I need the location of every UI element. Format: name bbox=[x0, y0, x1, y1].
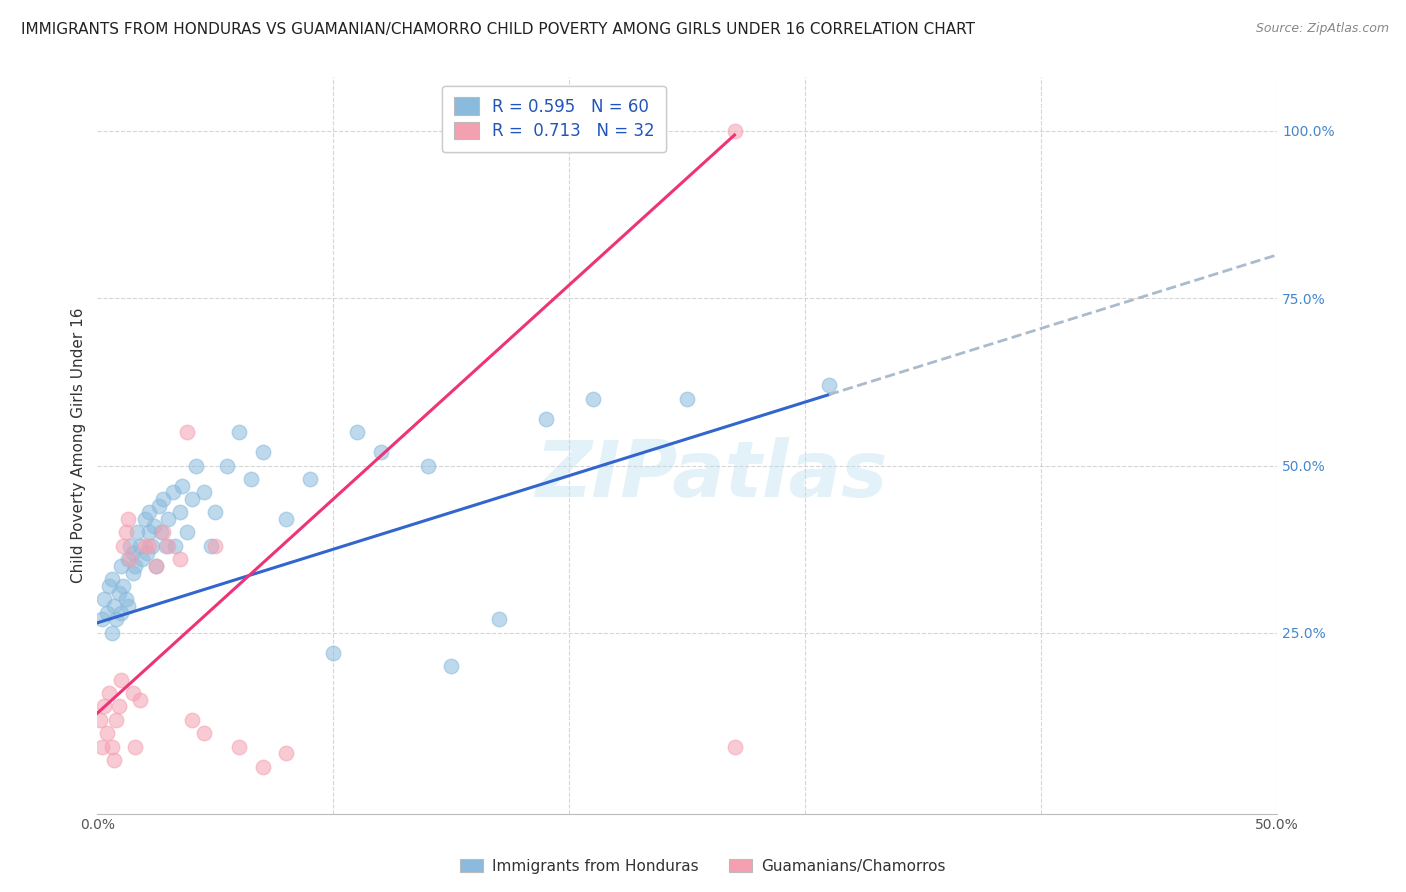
Point bbox=[114, 525, 136, 540]
Point bbox=[138, 539, 160, 553]
Point bbox=[93, 592, 115, 607]
Point bbox=[162, 485, 184, 500]
Point bbox=[128, 693, 150, 707]
Point bbox=[150, 525, 173, 540]
Point bbox=[143, 518, 166, 533]
Point bbox=[193, 485, 215, 500]
Point bbox=[114, 592, 136, 607]
Point bbox=[582, 392, 605, 406]
Point bbox=[176, 525, 198, 540]
Point bbox=[180, 713, 202, 727]
Point bbox=[676, 392, 699, 406]
Point bbox=[416, 458, 439, 473]
Point bbox=[98, 686, 121, 700]
Point bbox=[440, 659, 463, 673]
Point bbox=[107, 585, 129, 599]
Point bbox=[127, 525, 149, 540]
Point bbox=[186, 458, 208, 473]
Point bbox=[346, 425, 368, 439]
Point bbox=[110, 606, 132, 620]
Point bbox=[172, 478, 194, 492]
Point bbox=[112, 539, 135, 553]
Point bbox=[134, 512, 156, 526]
Point bbox=[134, 539, 156, 553]
Text: ZIPatlas: ZIPatlas bbox=[534, 437, 887, 513]
Point bbox=[148, 499, 170, 513]
Point bbox=[165, 539, 187, 553]
Point bbox=[200, 539, 222, 553]
Point bbox=[276, 512, 298, 526]
Point bbox=[128, 539, 150, 553]
Point bbox=[534, 411, 557, 425]
Point bbox=[228, 425, 250, 439]
Point bbox=[217, 458, 239, 473]
Point bbox=[152, 491, 174, 506]
Point bbox=[138, 525, 160, 540]
Point bbox=[112, 579, 135, 593]
Point bbox=[488, 612, 510, 626]
Point bbox=[124, 739, 146, 754]
Point bbox=[121, 545, 143, 559]
Text: IMMIGRANTS FROM HONDURAS VS GUAMANIAN/CHAMORRO CHILD POVERTY AMONG GIRLS UNDER 1: IMMIGRANTS FROM HONDURAS VS GUAMANIAN/CH… bbox=[21, 22, 976, 37]
Point bbox=[157, 539, 180, 553]
Point bbox=[96, 606, 118, 620]
Point bbox=[138, 505, 160, 519]
Point bbox=[96, 726, 118, 740]
Point bbox=[169, 505, 191, 519]
Point bbox=[117, 552, 139, 566]
Point bbox=[723, 124, 745, 138]
Point bbox=[100, 572, 122, 586]
Point bbox=[117, 512, 139, 526]
Point bbox=[91, 739, 114, 754]
Point bbox=[121, 686, 143, 700]
Point bbox=[110, 558, 132, 573]
Point bbox=[98, 579, 121, 593]
Point bbox=[180, 491, 202, 506]
Y-axis label: Child Poverty Among Girls Under 16: Child Poverty Among Girls Under 16 bbox=[72, 308, 86, 583]
Point bbox=[276, 747, 298, 761]
Point bbox=[818, 378, 841, 392]
Legend: Immigrants from Honduras, Guamanians/Chamorros: Immigrants from Honduras, Guamanians/Cha… bbox=[454, 853, 952, 880]
Point bbox=[120, 552, 142, 566]
Point bbox=[91, 612, 114, 626]
Point bbox=[723, 739, 745, 754]
Point bbox=[298, 472, 321, 486]
Point bbox=[121, 566, 143, 580]
Point bbox=[105, 713, 128, 727]
Point bbox=[100, 625, 122, 640]
Point bbox=[120, 539, 142, 553]
Point bbox=[135, 545, 157, 559]
Text: Source: ZipAtlas.com: Source: ZipAtlas.com bbox=[1256, 22, 1389, 36]
Point bbox=[370, 445, 392, 459]
Point bbox=[193, 726, 215, 740]
Point bbox=[89, 713, 111, 727]
Point bbox=[228, 739, 250, 754]
Point bbox=[117, 599, 139, 613]
Point bbox=[157, 512, 180, 526]
Point bbox=[103, 599, 125, 613]
Point bbox=[141, 539, 163, 553]
Point bbox=[155, 539, 177, 553]
Point bbox=[169, 552, 191, 566]
Point bbox=[103, 753, 125, 767]
Point bbox=[131, 552, 153, 566]
Point bbox=[204, 505, 226, 519]
Point bbox=[124, 558, 146, 573]
Point bbox=[107, 699, 129, 714]
Point bbox=[152, 525, 174, 540]
Point bbox=[252, 760, 274, 774]
Point bbox=[204, 539, 226, 553]
Legend: R = 0.595   N = 60, R =  0.713   N = 32: R = 0.595 N = 60, R = 0.713 N = 32 bbox=[441, 86, 666, 153]
Point bbox=[322, 646, 344, 660]
Point bbox=[93, 699, 115, 714]
Point bbox=[105, 612, 128, 626]
Point bbox=[239, 472, 262, 486]
Point bbox=[145, 558, 167, 573]
Point bbox=[110, 673, 132, 687]
Point bbox=[252, 445, 274, 459]
Point bbox=[176, 425, 198, 439]
Point bbox=[100, 739, 122, 754]
Point bbox=[145, 558, 167, 573]
